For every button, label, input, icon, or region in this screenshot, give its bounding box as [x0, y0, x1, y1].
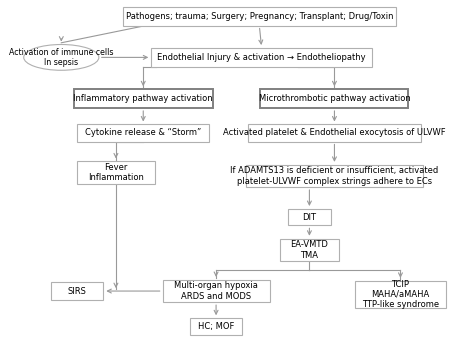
Text: Activated platelet & Endothelial exocytosis of ULVWF: Activated platelet & Endothelial exocyto…	[223, 128, 446, 138]
Text: DIT: DIT	[302, 213, 317, 222]
Text: Activation of immune cells
In sepsis: Activation of immune cells In sepsis	[9, 48, 114, 67]
Text: Inflammatory pathway activation: Inflammatory pathway activation	[73, 94, 213, 103]
FancyBboxPatch shape	[190, 318, 242, 335]
Text: TCIP
MAHA/aMAHA
TTP-like syndrome: TCIP MAHA/aMAHA TTP-like syndrome	[362, 279, 439, 309]
Text: Endothelial Injury & activation → Endotheliopathy: Endothelial Injury & activation → Endoth…	[157, 53, 366, 62]
Text: Pathogens; trauma; Surgery; Pregnancy; Transplant; Drug/Toxin: Pathogens; trauma; Surgery; Pregnancy; T…	[126, 12, 393, 21]
FancyBboxPatch shape	[77, 125, 209, 141]
FancyBboxPatch shape	[246, 165, 423, 187]
FancyBboxPatch shape	[163, 280, 270, 302]
Text: Fever
Inflammation: Fever Inflammation	[88, 163, 144, 182]
Text: EA-VMTD
TMA: EA-VMTD TMA	[291, 240, 328, 259]
Text: SIRS: SIRS	[68, 287, 87, 296]
Text: If ADAMTS13 is deficient or insufficient, activated
platelet-ULVWF complex strin: If ADAMTS13 is deficient or insufficient…	[230, 166, 438, 186]
FancyBboxPatch shape	[355, 281, 446, 308]
Text: HC; MOF: HC; MOF	[198, 322, 234, 331]
FancyBboxPatch shape	[288, 209, 331, 225]
Ellipse shape	[24, 45, 99, 70]
Text: Microthrombotic pathway activation: Microthrombotic pathway activation	[259, 94, 410, 103]
Text: Cytokine release & “Storm”: Cytokine release & “Storm”	[85, 128, 201, 138]
FancyBboxPatch shape	[261, 89, 409, 108]
FancyBboxPatch shape	[74, 89, 213, 108]
FancyBboxPatch shape	[280, 239, 339, 261]
FancyBboxPatch shape	[77, 161, 155, 184]
FancyBboxPatch shape	[123, 7, 396, 26]
Text: Multi-organ hypoxia
ARDS and MODS: Multi-organ hypoxia ARDS and MODS	[174, 281, 258, 301]
FancyBboxPatch shape	[151, 48, 372, 67]
FancyBboxPatch shape	[51, 283, 103, 300]
FancyBboxPatch shape	[248, 125, 421, 141]
